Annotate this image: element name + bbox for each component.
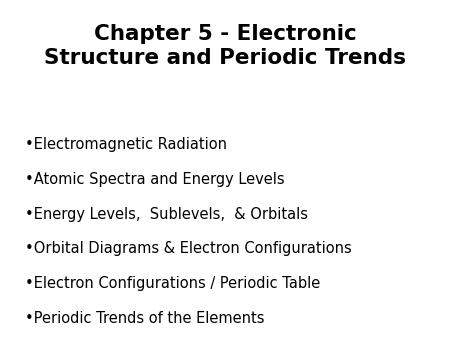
Text: •Atomic Spectra and Energy Levels: •Atomic Spectra and Energy Levels (25, 172, 284, 187)
Text: •Electron Configurations / Periodic Table: •Electron Configurations / Periodic Tabl… (25, 276, 320, 291)
Text: •Orbital Diagrams & Electron Configurations: •Orbital Diagrams & Electron Configurati… (25, 241, 351, 256)
Text: •Energy Levels,  Sublevels,  & Orbitals: •Energy Levels, Sublevels, & Orbitals (25, 207, 308, 221)
Text: •Electromagnetic Radiation: •Electromagnetic Radiation (25, 137, 227, 152)
Text: Chapter 5 - Electronic
Structure and Periodic Trends: Chapter 5 - Electronic Structure and Per… (44, 24, 406, 68)
Text: •Periodic Trends of the Elements: •Periodic Trends of the Elements (25, 311, 264, 326)
